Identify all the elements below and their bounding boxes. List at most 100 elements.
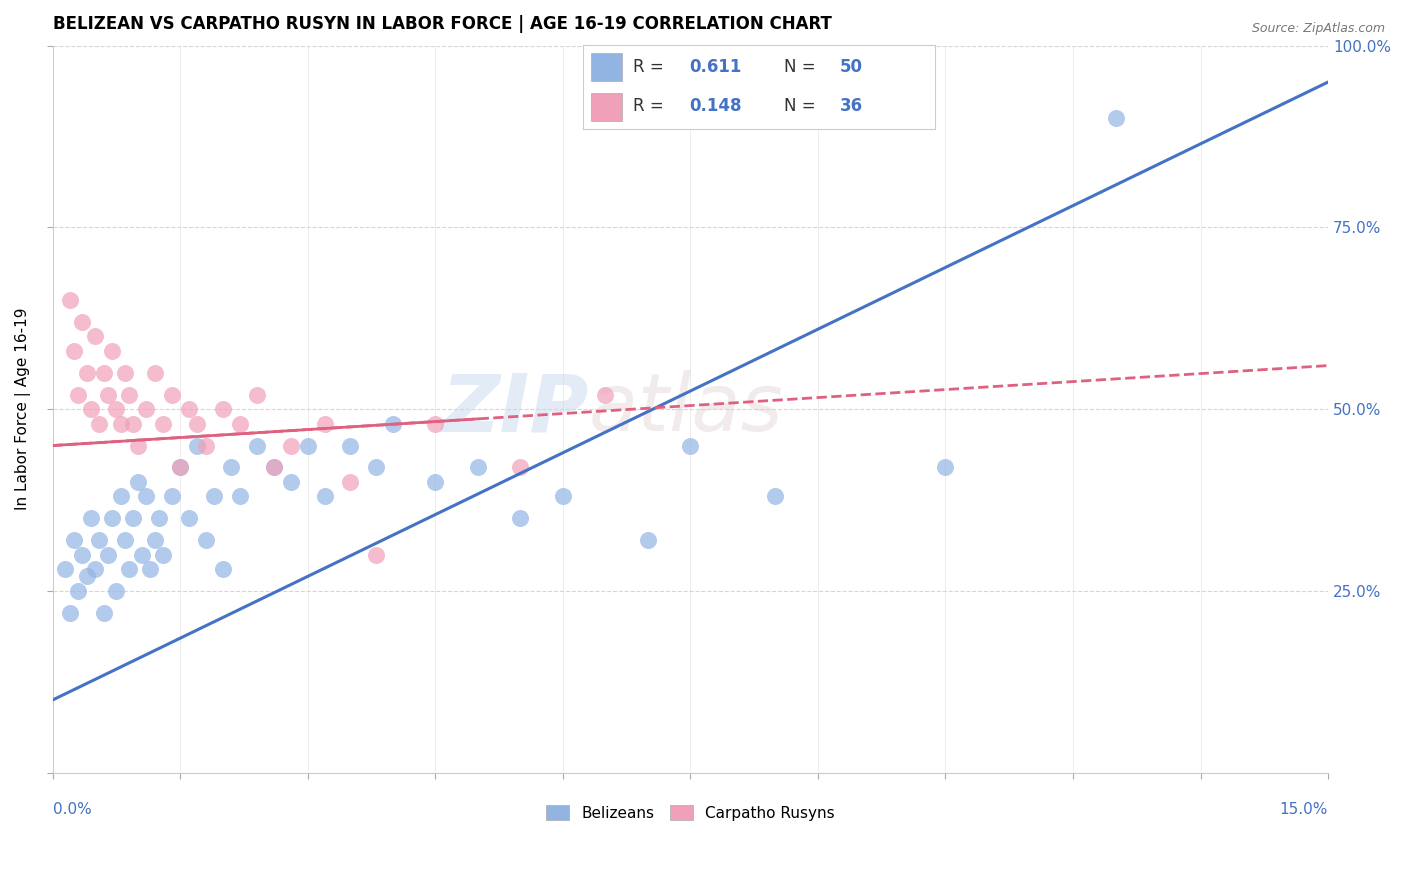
Point: [93, 366, 115, 380]
Text: BELIZEAN VS CARPATHO RUSYN IN LABOR FORCE | AGE 16-19 CORRELATION CHART: BELIZEAN VS CARPATHO RUSYN IN LABOR FORC…: [52, 15, 831, 33]
Point: [297, 439, 319, 453]
Point: [595, 387, 617, 401]
Point: [152, 417, 174, 431]
Point: [84, 329, 107, 343]
Text: 15.0%: 15.0%: [1279, 802, 1329, 817]
Point: [314, 490, 336, 504]
Point: [76, 366, 98, 380]
Point: [246, 439, 269, 453]
Text: 0.148: 0.148: [689, 97, 741, 115]
Point: [228, 417, 250, 431]
Point: [263, 460, 285, 475]
Point: [186, 439, 208, 453]
Point: [122, 511, 145, 525]
Text: R =: R =: [633, 97, 669, 115]
Point: [339, 439, 361, 453]
Point: [169, 460, 191, 475]
Text: 0.611: 0.611: [689, 59, 741, 77]
Y-axis label: In Labor Force | Age 16-19: In Labor Force | Age 16-19: [15, 308, 31, 510]
Point: [169, 460, 191, 475]
Point: [76, 569, 98, 583]
Point: [143, 533, 166, 547]
Point: [89, 417, 111, 431]
Text: N =: N =: [785, 97, 821, 115]
Point: [467, 460, 489, 475]
Point: [135, 402, 157, 417]
Point: [105, 402, 128, 417]
Point: [202, 490, 225, 504]
Point: [364, 460, 387, 475]
Point: [72, 315, 94, 329]
Point: [101, 344, 124, 359]
Point: [246, 387, 269, 401]
Point: [177, 511, 200, 525]
Point: [160, 490, 183, 504]
Point: [101, 511, 124, 525]
Point: [80, 511, 103, 525]
Text: 0.0%: 0.0%: [52, 802, 91, 817]
Point: [219, 460, 242, 475]
Point: [143, 366, 166, 380]
Point: [679, 439, 702, 453]
Text: Source: ZipAtlas.com: Source: ZipAtlas.com: [1251, 22, 1385, 36]
Point: [114, 366, 136, 380]
Point: [135, 490, 157, 504]
Text: ZIP: ZIP: [441, 370, 588, 448]
Point: [62, 533, 84, 547]
Point: [58, 606, 80, 620]
Point: [637, 533, 659, 547]
Point: [139, 562, 162, 576]
Point: [53, 562, 76, 576]
Point: [110, 417, 132, 431]
Point: [58, 293, 80, 307]
Point: [127, 439, 149, 453]
Point: [80, 402, 103, 417]
Point: [934, 460, 956, 475]
Point: [148, 511, 170, 525]
Point: [263, 460, 285, 475]
Text: N =: N =: [785, 59, 821, 77]
Point: [186, 417, 208, 431]
Legend: Belizeans, Carpatho Rusyns: Belizeans, Carpatho Rusyns: [540, 798, 841, 827]
Point: [211, 562, 233, 576]
Point: [67, 584, 90, 599]
Point: [105, 584, 128, 599]
Point: [280, 439, 302, 453]
Text: atlas: atlas: [588, 370, 783, 448]
Point: [131, 548, 153, 562]
Point: [763, 490, 786, 504]
Point: [194, 439, 217, 453]
Point: [160, 387, 183, 401]
Point: [425, 417, 447, 431]
Point: [97, 548, 120, 562]
Point: [339, 475, 361, 489]
Point: [93, 606, 115, 620]
Text: 50: 50: [841, 59, 863, 77]
Point: [381, 417, 404, 431]
Point: [177, 402, 200, 417]
Point: [425, 475, 447, 489]
Text: 36: 36: [841, 97, 863, 115]
FancyBboxPatch shape: [591, 54, 621, 81]
Point: [84, 562, 107, 576]
Point: [122, 417, 145, 431]
Point: [89, 533, 111, 547]
Point: [114, 533, 136, 547]
Point: [1104, 112, 1126, 126]
Point: [280, 475, 302, 489]
Text: R =: R =: [633, 59, 669, 77]
Point: [152, 548, 174, 562]
Point: [509, 511, 531, 525]
Point: [67, 387, 90, 401]
Point: [314, 417, 336, 431]
FancyBboxPatch shape: [591, 93, 621, 120]
Point: [72, 548, 94, 562]
Point: [228, 490, 250, 504]
Point: [551, 490, 574, 504]
Point: [97, 387, 120, 401]
Point: [118, 387, 141, 401]
Point: [118, 562, 141, 576]
Point: [127, 475, 149, 489]
Point: [110, 490, 132, 504]
Point: [194, 533, 217, 547]
